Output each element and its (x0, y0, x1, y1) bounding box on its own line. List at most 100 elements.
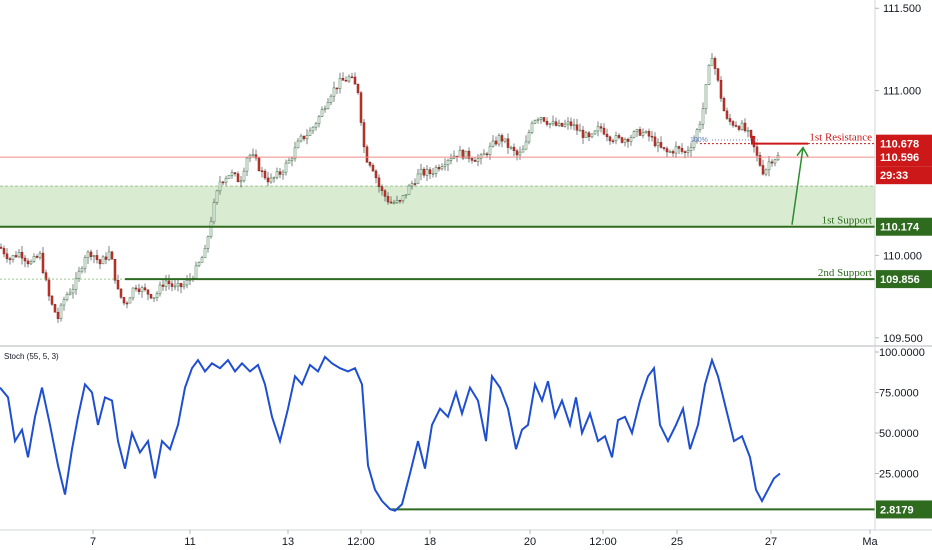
candle-159 (476, 153, 480, 167)
candle-259 (776, 151, 780, 162)
candle-173 (518, 146, 522, 160)
candle-247 (740, 120, 744, 131)
candle-154 (461, 148, 465, 161)
stoch-tick-label-2: 50.0000 (879, 428, 919, 440)
candle-241 (722, 96, 726, 112)
price-tick-label-3: 109.500 (883, 333, 923, 345)
candle-146 (437, 164, 441, 172)
candle-230 (689, 142, 693, 157)
candle-211 (632, 130, 636, 139)
candle-156 (467, 147, 471, 163)
candle-82 (245, 156, 249, 176)
candle-14 (41, 247, 45, 275)
candle-76 (227, 174, 231, 179)
candle-188 (563, 119, 567, 128)
candle-219 (656, 138, 660, 153)
candle-87 (260, 166, 264, 178)
candle-1 (2, 245, 6, 258)
candle-200 (599, 123, 603, 133)
candle-177 (530, 120, 534, 135)
level-label-1: 1st Support (822, 215, 872, 227)
support-zone (0, 186, 875, 227)
candle-187 (560, 122, 564, 128)
candle-40 (119, 288, 123, 300)
candle-114 (341, 72, 345, 81)
candle-233 (698, 120, 702, 133)
badge-support-2: 109.856 (876, 270, 932, 289)
candle-16 (47, 277, 51, 302)
candle-111 (332, 81, 336, 102)
candle-8 (23, 255, 27, 268)
candle-179 (536, 117, 540, 124)
candle-119 (356, 83, 360, 95)
candle-147 (440, 163, 444, 171)
candle-33 (98, 258, 102, 270)
badge-resistance: 110.678 (876, 134, 932, 153)
price-axis[interactable]: 111.500 111.000 110.000 109.500 (875, 3, 923, 345)
candle-133 (398, 199, 402, 204)
candle-20 (59, 302, 63, 322)
candle-126 (377, 174, 381, 193)
candle-2 (5, 248, 9, 263)
candle-237 (710, 53, 714, 66)
candle-204 (611, 138, 615, 144)
candle-5 (14, 250, 18, 258)
candle-196 (587, 130, 591, 142)
candle-27 (80, 266, 84, 274)
candle-160 (479, 152, 483, 165)
candle-232 (695, 128, 699, 144)
candle-66 (197, 261, 201, 268)
candle-236 (707, 64, 711, 86)
time-tick-label-6: 12:00 (589, 536, 617, 548)
price-pane: 1st Resistance 1st Support 2nd Support 100… (0, 53, 875, 323)
candle-97 (290, 156, 294, 167)
candle-101 (302, 135, 306, 142)
candle-41 (122, 296, 126, 306)
stoch-title: Stoch (55, 5, 3) (4, 352, 59, 361)
levels: 1st Resistance 1st Support 2nd Support (0, 132, 875, 281)
candle-12 (35, 254, 39, 259)
candle-140 (419, 163, 423, 181)
candle-28 (83, 255, 87, 273)
time-tick-label-9: Ma (862, 536, 878, 548)
candle-52 (155, 291, 159, 302)
candle-124 (371, 163, 375, 172)
candle-106 (317, 114, 321, 128)
candle-123 (368, 161, 372, 168)
candle-256 (767, 155, 771, 177)
candle-244 (731, 119, 735, 128)
stoch-axis[interactable]: 100.0000 75.0000 50.0000 25.0000 (875, 347, 925, 481)
candle-61 (182, 280, 186, 290)
badge-support-1: 110.174 (876, 217, 932, 236)
candle-190 (569, 117, 573, 130)
price-candles (0, 53, 780, 323)
candle-170 (509, 145, 513, 150)
candle-218 (653, 132, 657, 148)
resistance-step-path (750, 135, 808, 145)
svg-text:110.174: 110.174 (880, 222, 920, 234)
candle-37 (110, 250, 114, 260)
candle-85 (254, 149, 258, 161)
candle-164 (491, 135, 495, 148)
candle-83 (248, 153, 252, 163)
candle-108 (323, 105, 327, 113)
candle-210 (629, 134, 633, 146)
candle-165 (494, 136, 498, 146)
candle-125 (374, 168, 378, 184)
candle-161 (482, 149, 486, 156)
time-tick-label-0: 7 (90, 536, 96, 548)
candle-243 (728, 114, 732, 126)
candle-254 (761, 159, 765, 176)
candle-105 (314, 121, 318, 131)
candle-195 (584, 131, 588, 138)
candle-242 (725, 107, 729, 121)
candle-60 (179, 282, 183, 294)
candle-176 (527, 129, 531, 145)
candle-205 (614, 131, 618, 145)
candle-89 (266, 171, 270, 187)
badge-countdown: 29:33 (876, 166, 932, 185)
candle-100 (299, 133, 303, 143)
candle-23 (68, 288, 72, 296)
stoch-pane: Stoch (55, 5, 3) (0, 352, 875, 512)
time-axis[interactable]: 7 11 13 12:00 18 20 12:00 25 27 Ma (90, 530, 879, 548)
